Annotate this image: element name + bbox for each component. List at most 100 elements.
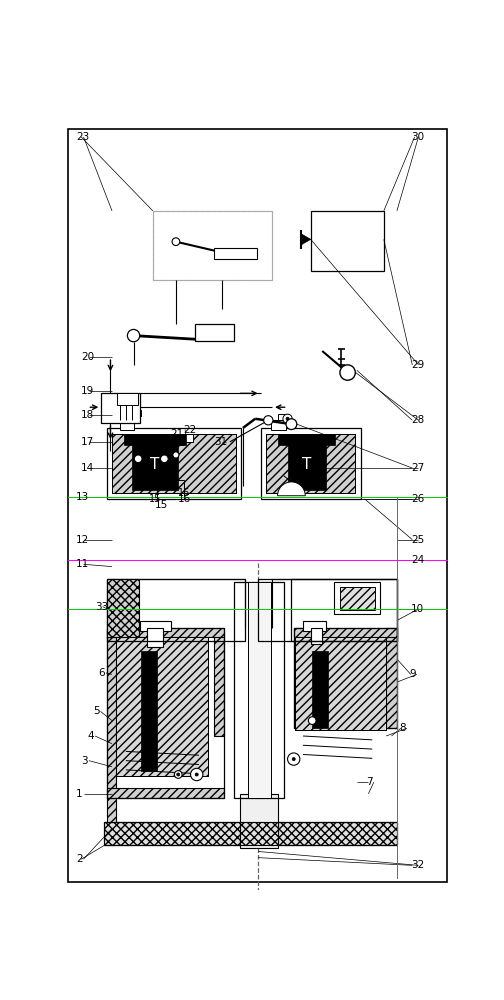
Text: T: T bbox=[302, 457, 311, 472]
Text: 30: 30 bbox=[411, 132, 424, 142]
Bar bbox=[312, 651, 328, 728]
Text: 25: 25 bbox=[411, 535, 424, 545]
Bar bbox=[266, 434, 355, 493]
Bar bbox=[107, 428, 241, 499]
Text: 13: 13 bbox=[76, 492, 89, 502]
Bar bbox=[310, 211, 384, 271]
Bar bbox=[294, 628, 397, 637]
Text: 6: 6 bbox=[98, 668, 105, 678]
Text: 31: 31 bbox=[214, 437, 228, 447]
Wedge shape bbox=[278, 482, 305, 496]
Circle shape bbox=[135, 455, 142, 463]
Text: 28: 28 bbox=[411, 415, 424, 425]
Text: 18: 18 bbox=[81, 410, 94, 420]
Circle shape bbox=[128, 329, 140, 342]
Bar bbox=[214, 248, 257, 259]
Bar bbox=[271, 420, 286, 430]
Text: 21: 21 bbox=[170, 429, 184, 439]
Bar bbox=[295, 637, 386, 730]
Bar bbox=[234, 582, 284, 798]
Text: T: T bbox=[150, 457, 160, 472]
Bar bbox=[141, 651, 157, 771]
Circle shape bbox=[288, 753, 300, 765]
Bar bbox=[291, 579, 397, 641]
Text: 4: 4 bbox=[87, 731, 94, 741]
Bar bbox=[240, 822, 278, 845]
Circle shape bbox=[195, 773, 198, 776]
Circle shape bbox=[308, 717, 316, 724]
Bar bbox=[107, 579, 245, 641]
Text: 2: 2 bbox=[76, 854, 83, 864]
Text: 14: 14 bbox=[81, 463, 94, 473]
Bar bbox=[124, 414, 131, 422]
Text: 22: 22 bbox=[183, 425, 197, 435]
Bar bbox=[303, 620, 326, 631]
Bar bbox=[278, 414, 288, 422]
Polygon shape bbox=[301, 234, 310, 245]
Circle shape bbox=[286, 417, 289, 420]
Bar bbox=[334, 582, 380, 614]
Circle shape bbox=[264, 416, 273, 425]
Text: 11: 11 bbox=[76, 559, 89, 569]
Circle shape bbox=[340, 365, 355, 380]
Bar bbox=[153, 211, 272, 280]
Bar bbox=[310, 628, 322, 644]
Bar bbox=[172, 434, 183, 445]
Circle shape bbox=[283, 414, 292, 423]
Text: 27: 27 bbox=[411, 463, 424, 473]
Text: 32: 32 bbox=[411, 860, 424, 870]
Bar bbox=[240, 794, 278, 848]
Circle shape bbox=[174, 771, 182, 778]
Text: 19: 19 bbox=[81, 386, 94, 396]
Bar bbox=[258, 579, 397, 641]
Bar bbox=[112, 434, 236, 493]
Bar bbox=[112, 434, 236, 493]
Text: 16: 16 bbox=[178, 488, 191, 498]
Bar bbox=[116, 637, 208, 776]
Text: 1: 1 bbox=[76, 789, 83, 799]
Circle shape bbox=[177, 773, 180, 776]
Circle shape bbox=[172, 238, 180, 246]
Bar bbox=[295, 637, 386, 730]
Circle shape bbox=[191, 768, 203, 781]
Bar bbox=[294, 628, 397, 728]
Text: 7: 7 bbox=[366, 777, 373, 787]
Text: 29: 29 bbox=[411, 360, 424, 370]
Bar bbox=[288, 437, 326, 490]
Bar bbox=[104, 822, 397, 845]
Text: 3: 3 bbox=[81, 756, 88, 766]
Text: 16: 16 bbox=[178, 494, 192, 504]
Text: 33: 33 bbox=[95, 602, 108, 612]
Bar bbox=[214, 636, 224, 736]
Text: 26: 26 bbox=[411, 494, 424, 504]
Bar bbox=[148, 628, 163, 647]
Text: 15: 15 bbox=[155, 500, 168, 510]
Bar bbox=[116, 393, 138, 405]
Bar bbox=[107, 628, 224, 798]
Text: 15: 15 bbox=[149, 494, 161, 504]
Bar bbox=[386, 628, 397, 728]
Circle shape bbox=[286, 419, 297, 430]
Text: 10: 10 bbox=[411, 604, 424, 614]
Bar bbox=[107, 788, 224, 798]
Bar bbox=[124, 434, 186, 445]
Bar bbox=[107, 636, 116, 822]
Bar bbox=[294, 628, 305, 728]
Circle shape bbox=[173, 452, 179, 458]
Bar bbox=[101, 393, 140, 423]
Text: 23: 23 bbox=[76, 132, 89, 142]
Text: 20: 20 bbox=[81, 352, 94, 362]
Bar bbox=[340, 587, 375, 610]
Text: 9: 9 bbox=[409, 669, 416, 679]
Text: 17: 17 bbox=[81, 437, 94, 447]
Bar bbox=[261, 428, 361, 499]
Bar bbox=[119, 420, 134, 430]
Bar bbox=[104, 822, 397, 845]
Bar bbox=[107, 579, 139, 637]
Bar bbox=[183, 434, 193, 442]
Bar bbox=[107, 628, 224, 637]
Bar bbox=[278, 434, 335, 445]
Text: 24: 24 bbox=[411, 555, 424, 565]
Text: 5: 5 bbox=[93, 706, 99, 716]
Text: 12: 12 bbox=[76, 535, 89, 545]
